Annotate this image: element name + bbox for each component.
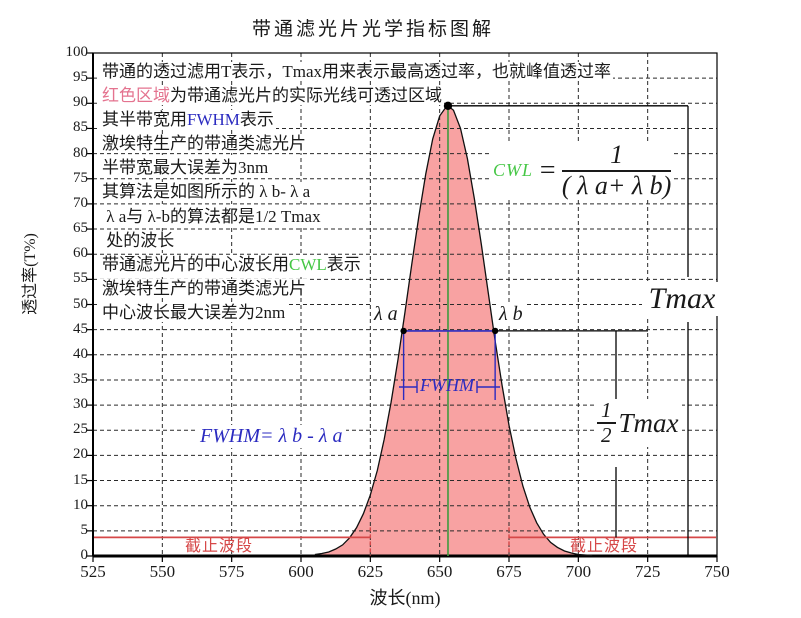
note-line: 处的波长 <box>100 226 613 250</box>
note-segment: FWHM <box>187 110 240 130</box>
note-line-text: 处的波长 <box>100 230 177 250</box>
note-line: 带通的透过滤用T表示，Tmax用来表示最高透过率，也就峰值透过率 <box>100 57 614 81</box>
note-line-text: 其算法是如图所示的 λ b- λ a <box>100 182 313 202</box>
note-segment: 其算法是如图所示的 λ b- λ a <box>102 182 311 202</box>
note-line-text: 中心波长最大误差为2nm <box>100 302 288 322</box>
note-line: 半带宽最大误差为3nm <box>100 153 613 178</box>
y-tick-label: 0 <box>80 547 89 563</box>
x-tick-label: 550 <box>149 562 176 581</box>
x-tick-label: 750 <box>704 562 730 581</box>
lambda-a-dot <box>400 327 407 335</box>
note-line: 中心波长最大误差为2nm <box>100 298 613 322</box>
note-line: λ a与 λ-b的算法都是1/2 Tmax <box>100 202 613 226</box>
y-tick-label: 85 <box>73 119 88 136</box>
note-line-text: 带通的透过滤用T表示，Tmax用来表示最高透过率，也就峰值透过率 <box>100 62 614 81</box>
x-tick-label: 600 <box>288 562 314 581</box>
note-line-text: 半带宽最大误差为3nm <box>100 158 271 178</box>
cwl-label: CWL <box>493 160 534 181</box>
y-tick-label: 30 <box>73 396 88 413</box>
note-line: 激埃特生产的带通类滤光片 <box>100 129 613 154</box>
note-line-text: λ a与 λ-b的算法都是1/2 Tmax <box>100 206 323 226</box>
y-tick-label: 60 <box>73 245 88 262</box>
note-line: 带通滤光片的中心波长用CWL表示 <box>100 250 613 274</box>
y-tick-label: 15 <box>73 471 88 488</box>
note-line: 其半带宽用FWHM表示 <box>100 105 613 130</box>
y-tick-label: 45 <box>73 320 88 337</box>
note-segment: 带通的透过滤用T表示，Tmax用来表示最高透过率，也就峰值透过率 <box>102 62 612 81</box>
cutoff-band-right-label: 截止波段 <box>570 538 639 555</box>
note-segment: 其半带宽用 <box>102 110 187 130</box>
note-segment: 表示 <box>239 110 274 130</box>
note-segment: 为带通滤光片的实际光线可透过区域 <box>170 86 442 106</box>
half-fraction: 1 2 <box>597 398 616 448</box>
cwl-formula: CWL = 1 ( λ a+ λ b) <box>490 140 675 201</box>
cwl-fraction: 1 ( λ a+ λ b) <box>561 140 672 200</box>
note-segment: 处的波长 <box>102 230 175 250</box>
peak-dot <box>443 101 453 111</box>
x-tick-label: 700 <box>565 562 592 581</box>
note-segment: 表示 <box>326 254 361 274</box>
half-fraction-denominator: 2 <box>601 423 612 448</box>
note-segment: 带通滤光片的中心波长用 <box>102 254 289 274</box>
y-tick-label: 80 <box>73 144 88 161</box>
y-tick-label: 90 <box>73 94 88 111</box>
note-segment: 激埃特生产的带通类滤光片 <box>102 134 306 154</box>
note-segment: 中心波长最大误差为2nm <box>102 302 286 322</box>
chart-title: 带通滤光片光学指标图解 <box>251 19 494 40</box>
y-tick-label: 10 <box>73 496 88 513</box>
note-segment: 半带宽最大误差为3nm <box>102 158 269 178</box>
y-tick-label: 25 <box>73 421 88 438</box>
note-segment: λ a与 λ-b的算法都是1/2 Tmax <box>102 206 321 226</box>
y-tick-label: 75 <box>73 169 88 186</box>
x-tick-label: 650 <box>426 562 453 581</box>
y-tick-label: 55 <box>73 270 88 287</box>
cwl-fraction-numerator: 1 <box>561 140 672 172</box>
y-tick-label: 95 <box>73 69 88 86</box>
x-tick-label: 575 <box>218 562 245 581</box>
fwhm-label: FWHM <box>420 375 474 395</box>
note-line-text: 激埃特生产的带通类滤光片 <box>100 134 308 154</box>
note-line: 激埃特生产的带通类滤光片 <box>100 274 613 298</box>
note-line-text: 激埃特生产的带通类滤光片 <box>100 278 308 298</box>
lambda-a-label: λ a <box>372 303 400 326</box>
note-segment: 激埃特生产的带通类滤光片 <box>102 278 306 298</box>
y-tick-label: 65 <box>73 220 88 237</box>
y-tick-label: 40 <box>73 345 88 362</box>
note-segment: 红色区域 <box>102 86 170 106</box>
y-tick-label: 5 <box>80 521 89 538</box>
y-tick-label: 100 <box>65 44 89 60</box>
half-tmax-text: Tmax <box>618 407 679 438</box>
cutoff-band-left-label: 截止波段 <box>185 538 254 555</box>
note-segment: CWL <box>289 254 327 274</box>
equals-sign: = <box>538 154 557 186</box>
y-axis-title: 透过率(T%) <box>22 233 39 315</box>
note-line-text: 红色区域为带通滤光片的实际光线可透过区域 <box>100 86 444 106</box>
tmax-label: Tmax <box>642 282 722 316</box>
notes-block: 带通的透过滤用T表示，Tmax用来表示最高透过率，也就峰值透过率 红色区域为带通滤… <box>100 57 614 322</box>
cwl-fraction-denominator: ( λ a+ λ b) <box>561 170 672 200</box>
x-tick-label: 725 <box>634 562 661 581</box>
x-tick-label: 525 <box>80 562 106 581</box>
note-line-text: 其半带宽用FWHM表示 <box>100 110 276 130</box>
x-axis-title: 波长(nm) <box>369 588 441 608</box>
lambda-b-dot <box>491 327 499 335</box>
x-tick-label: 675 <box>496 562 522 581</box>
lambda-b-label: λ b <box>497 303 525 326</box>
half-tmax-label: 1 2 Tmax <box>594 398 682 448</box>
y-tick-label: 50 <box>73 295 88 312</box>
note-line: 红色区域为带通滤光片的实际光线可透过区域 <box>100 81 613 106</box>
x-tick-label: 625 <box>357 562 384 581</box>
note-line-text: 带通滤光片的中心波长用CWL表示 <box>100 254 363 274</box>
note-line: 其算法是如图所示的 λ b- λ a <box>100 177 613 202</box>
y-tick-label: 35 <box>73 370 88 387</box>
half-fraction-numerator: 1 <box>597 398 616 425</box>
y-tick-label: 20 <box>73 446 88 463</box>
fwhm-formula: FWHM= λ b - λ a <box>196 425 347 448</box>
y-tick-label: 70 <box>73 194 88 211</box>
